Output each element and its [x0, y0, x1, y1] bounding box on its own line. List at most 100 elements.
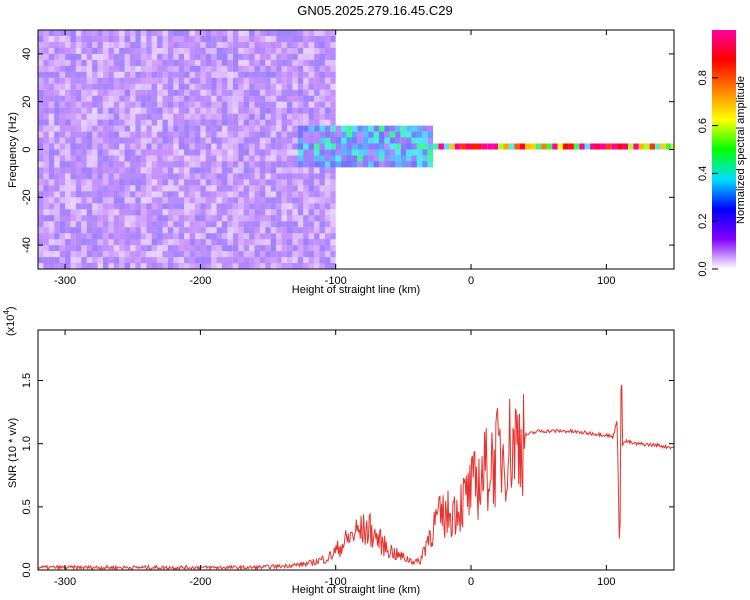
- spectrogram-cell: [498, 143, 504, 150]
- spectrogram-cell: [227, 83, 233, 90]
- spectrogram-cell: [292, 30, 298, 36]
- spectrogram-cell: [130, 89, 136, 96]
- spectrogram-cell: [384, 125, 390, 132]
- spectrogram-cell: [178, 131, 185, 138]
- spectrogram-cell: [222, 143, 228, 150]
- spectrogram-cell: [113, 221, 120, 228]
- spectrogram-cell: [178, 113, 185, 120]
- spectrogram-cell: [238, 185, 244, 192]
- spectrogram-cell: [281, 137, 287, 144]
- spectrogram-cell: [43, 215, 49, 222]
- spectrogram-cell: [243, 185, 250, 192]
- spectrogram-cell: [200, 71, 206, 78]
- spectrogram-cell: [292, 36, 298, 42]
- spectrogram-cell: [508, 143, 515, 150]
- spectrogram-cell: [287, 89, 293, 96]
- spectrogram-cell: [146, 155, 152, 162]
- spectrogram-cell: [195, 251, 201, 258]
- spectrogram-cell: [167, 59, 174, 66]
- spectrogram-cell: [314, 221, 320, 228]
- spectrogram-cell: [195, 36, 201, 42]
- spectrogram-cell: [314, 83, 320, 90]
- spectrogram-cell: [59, 149, 66, 156]
- spectrogram-cell: [48, 89, 55, 96]
- spectrogram-cell: [135, 125, 141, 132]
- spectrogram-cell: [43, 65, 49, 72]
- spectrogram-cell: [162, 221, 168, 228]
- spectrogram-cell: [243, 42, 250, 48]
- spectrogram-cell: [173, 65, 179, 72]
- spectrogram-cell: [238, 65, 244, 72]
- spectrogram-cell: [97, 239, 103, 246]
- spectrogram-cell: [108, 221, 114, 228]
- spectrogram-cell: [389, 125, 396, 132]
- spectrogram-cell: [238, 233, 244, 240]
- spectrogram-cell: [330, 77, 336, 84]
- spectrogram-cell: [54, 149, 60, 156]
- spectrogram-cell: [119, 149, 125, 156]
- spectrogram-cell: [281, 113, 287, 120]
- spectrogram-cell: [303, 161, 309, 168]
- spectrogram-cell: [211, 263, 217, 269]
- spectrogram-cell: [162, 42, 168, 48]
- spectrogram-cell: [200, 47, 206, 54]
- spectrogram-cell: [319, 179, 325, 186]
- spectrogram-cell: [308, 251, 314, 258]
- spectrogram-cell: [157, 101, 163, 108]
- spectrogram-cell: [422, 131, 428, 138]
- spectrogram-cell: [314, 251, 320, 258]
- spectrogram-cell: [92, 131, 98, 138]
- spectrogram-cell: [103, 131, 109, 138]
- spectrogram-cell: [211, 101, 217, 108]
- spectrogram-cell: [119, 185, 125, 192]
- spectrogram-cell: [59, 65, 66, 72]
- spectrogram-cell: [86, 47, 93, 54]
- spectrogram-cell: [140, 233, 147, 240]
- spectrogram-cell: [38, 89, 44, 96]
- spectrogram-cell: [292, 227, 298, 234]
- spectrogram-cell: [265, 119, 271, 126]
- spectrogram-cell: [281, 101, 287, 108]
- spectrogram-cell: [140, 221, 147, 228]
- spectrogram-cell: [232, 173, 239, 180]
- spectrogram-cell: [373, 155, 379, 162]
- spectrogram-cell: [75, 215, 82, 222]
- spectrogram-cell: [81, 113, 87, 120]
- spectrogram-cell: [211, 215, 217, 222]
- spectrogram-cell: [222, 30, 228, 36]
- spectrogram-cell: [124, 42, 130, 48]
- spectrogram-cell: [200, 197, 206, 204]
- spectrogram-cell: [205, 209, 212, 216]
- spectrogram-cell: [173, 263, 179, 269]
- spectrogram-cell: [167, 179, 174, 186]
- spectrogram-cell: [38, 263, 44, 269]
- spectrogram-cell: [173, 53, 179, 60]
- spectrogram-cell: [292, 53, 298, 60]
- spectrogram-cell: [319, 173, 325, 180]
- spectrogram-cell: [319, 83, 325, 90]
- spectrogram-cell: [119, 131, 125, 138]
- spectrogram-cell: [205, 227, 212, 234]
- spectrogram-cell: [162, 209, 168, 216]
- spectrogram-cell: [113, 155, 120, 162]
- spectrogram-cell: [167, 47, 174, 54]
- spectrogram-cell: [178, 263, 185, 269]
- spectrogram-cell: [292, 239, 298, 246]
- spectrogram-cell: [113, 119, 120, 126]
- spectrogram-cell: [48, 179, 55, 186]
- spectrogram-cell: [178, 71, 185, 78]
- spectrogram-cell: [178, 119, 185, 126]
- spectrogram-cell: [195, 71, 201, 78]
- spectrogram-cell: [308, 36, 314, 42]
- spectrogram-cell: [108, 215, 114, 222]
- spectrogram-cell: [211, 107, 217, 114]
- spectrogram-cell: [151, 239, 158, 246]
- spectrogram-cell: [130, 47, 136, 54]
- spectrogram-cell: [167, 113, 174, 120]
- spectrogram-cell: [65, 101, 71, 108]
- spectrogram-cell: [135, 71, 141, 78]
- spectrogram-cell: [243, 59, 250, 66]
- spectrogram-cell: [54, 101, 60, 108]
- spectrogram-cell: [103, 71, 109, 78]
- spectrogram-cell: [54, 53, 60, 60]
